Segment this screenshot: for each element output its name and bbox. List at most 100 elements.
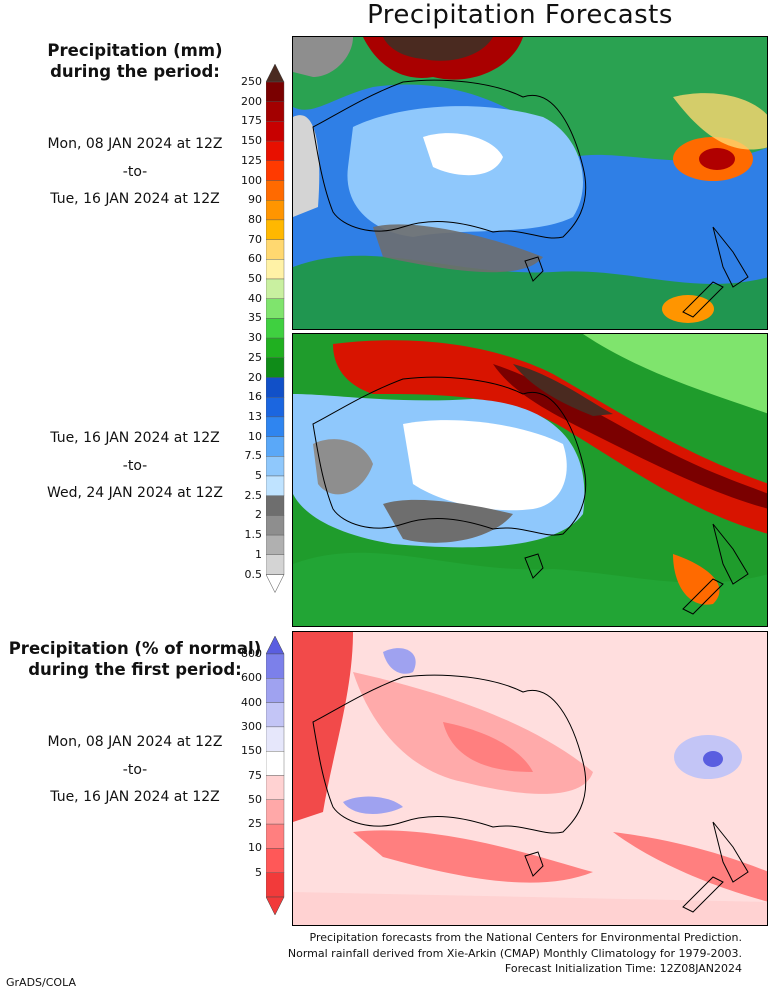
mm-top-arrow: [266, 64, 285, 83]
pct-colorbar: [266, 636, 285, 916]
mm-colorbar: [266, 64, 285, 594]
mm-color-cell: [266, 259, 285, 280]
mm-color-cell: [266, 140, 285, 161]
precip-map-period2: [293, 334, 767, 626]
footer-line2: Normal rainfall derived from Xie-Arkin (…: [287, 946, 742, 960]
mm-legend-label: 10: [248, 429, 262, 443]
mm-color-cell: [266, 456, 285, 477]
pct-legend-label: 25: [248, 817, 262, 831]
pct-heading-line1: Precipitation (% of normal): [8, 639, 262, 658]
pct-legend-label: 75: [248, 768, 262, 782]
period1-sep: -to-: [122, 164, 148, 180]
mm-color-cell: [266, 436, 285, 457]
mm-color-cell: [266, 357, 285, 378]
period1-to: Tue, 16 JAN 2024 at 12Z: [50, 191, 220, 207]
mm-legend-label: 13: [248, 409, 262, 423]
mm-legend-label: 50: [248, 272, 262, 285]
pct-top-arrow: [266, 636, 285, 655]
pct-legend-heading: Precipitation (% of normal) during the f…: [0, 638, 270, 680]
mm-legend-label: 150: [241, 134, 262, 148]
mm-color-cell: [266, 298, 285, 319]
map-panel-period2: [292, 333, 768, 627]
pct-legend-label: 300: [241, 719, 262, 733]
pct-period-sep: -to-: [122, 762, 148, 778]
credit: GrADS/COLA: [6, 976, 76, 989]
mm-heading-line1: Precipitation (mm): [47, 41, 223, 60]
mm-legend-label: 30: [248, 331, 262, 345]
pct-color-cell: [266, 848, 285, 873]
mm-color-cell: [266, 101, 285, 122]
mm-legend-label: 100: [241, 173, 262, 187]
pct-color-cell: [266, 702, 285, 728]
footer-line1: Precipitation forecasts from the Nationa…: [309, 931, 743, 944]
mm-legend-label: 16: [248, 390, 262, 404]
pct-color-cell: [266, 872, 285, 898]
mm-legend-label: 70: [248, 232, 262, 246]
mm-color-cell: [266, 495, 285, 516]
pct-color-cell: [266, 750, 285, 776]
pct-legend-label: 50: [248, 792, 262, 806]
pct-color-cell: [266, 799, 285, 825]
mm-legend-label: 175: [241, 114, 262, 128]
map-panel-pct-normal: [292, 631, 768, 926]
map-panel-period1: [292, 36, 768, 330]
footer-notes: Precipitation forecasts from the Nationa…: [288, 930, 742, 977]
mm-color-cell: [266, 199, 285, 221]
pct-legend-label: 10: [248, 841, 262, 855]
mm-color-cell: [266, 397, 285, 418]
mm-color-cell: [266, 180, 285, 201]
page-title: Precipitation Forecasts: [367, 0, 673, 30]
precip-map-period1: [293, 37, 767, 329]
pct-normal-map: [293, 632, 767, 925]
mm-color-cell: [266, 515, 285, 536]
period1-from: Mon, 08 JAN 2024 at 12Z: [47, 136, 223, 152]
mm-color-cell: [266, 160, 285, 181]
pct-color-cell: [266, 726, 285, 752]
mm-color-cell: [266, 377, 285, 398]
mm-color-cell: [266, 416, 285, 437]
mm-legend-label: 20: [248, 370, 262, 384]
pct-legend-label: 400: [241, 695, 262, 709]
pct-legend-label: 150: [241, 744, 262, 758]
mm-color-cell: [266, 475, 285, 496]
pct-color-cell: [266, 653, 285, 679]
mm-legend-heading: Precipitation (mm) during the period:: [0, 40, 270, 82]
mm-color-cell: [266, 554, 285, 575]
mm-legend-label: 1: [255, 547, 262, 561]
mm-color-cell: [266, 318, 285, 339]
mm-legend-label: 2.5: [244, 488, 263, 502]
mm-color-cell: [266, 121, 285, 142]
mm-legend-label: 25: [248, 350, 262, 364]
mm-color-cell: [266, 278, 285, 299]
mm-color-cell: [266, 239, 285, 260]
mm-legend-label: 250: [241, 75, 262, 88]
mm-legend-label: 200: [241, 94, 262, 108]
pct-legend-label: 5: [255, 865, 262, 879]
mm-legend-label: 1.5: [244, 528, 263, 542]
mm-bottom-arrow: [266, 574, 285, 594]
mm-legend-label: 125: [241, 153, 262, 167]
mm-heading-line2: during the period:: [50, 62, 220, 81]
mm-color-cell: [266, 81, 285, 102]
footer-line3: Forecast Initialization Time: 12Z08JAN20…: [504, 962, 742, 975]
period2-from: Tue, 16 JAN 2024 at 12Z: [50, 430, 220, 446]
pct-legend-label: 800: [241, 647, 262, 660]
mm-legend-label: 80: [248, 212, 262, 226]
mm-legend-label: 5: [255, 469, 262, 482]
mm-legend-label: 35: [248, 311, 262, 325]
mm-legend-label: 0.5: [244, 567, 263, 581]
pct-period-from: Mon, 08 JAN 2024 at 12Z: [47, 734, 223, 750]
mm-legend-label: 60: [248, 252, 262, 266]
mm-color-cell: [266, 534, 285, 556]
pct-period-to: Tue, 16 JAN 2024 at 12Z: [50, 789, 220, 805]
pct-color-cell: [266, 775, 285, 800]
period2-to: Wed, 24 JAN 2024 at 12Z: [46, 485, 224, 501]
pct-legend-label: 600: [241, 671, 262, 685]
pct-color-cell: [266, 823, 285, 849]
pct-heading-line2: during the first period:: [28, 660, 242, 679]
mm-color-cell: [266, 219, 285, 240]
period2-sep: -to-: [122, 458, 148, 474]
mm-legend-label: 90: [248, 193, 262, 207]
pct-bottom-arrow: [266, 896, 285, 916]
mm-legend-label: 7.5: [244, 449, 263, 463]
